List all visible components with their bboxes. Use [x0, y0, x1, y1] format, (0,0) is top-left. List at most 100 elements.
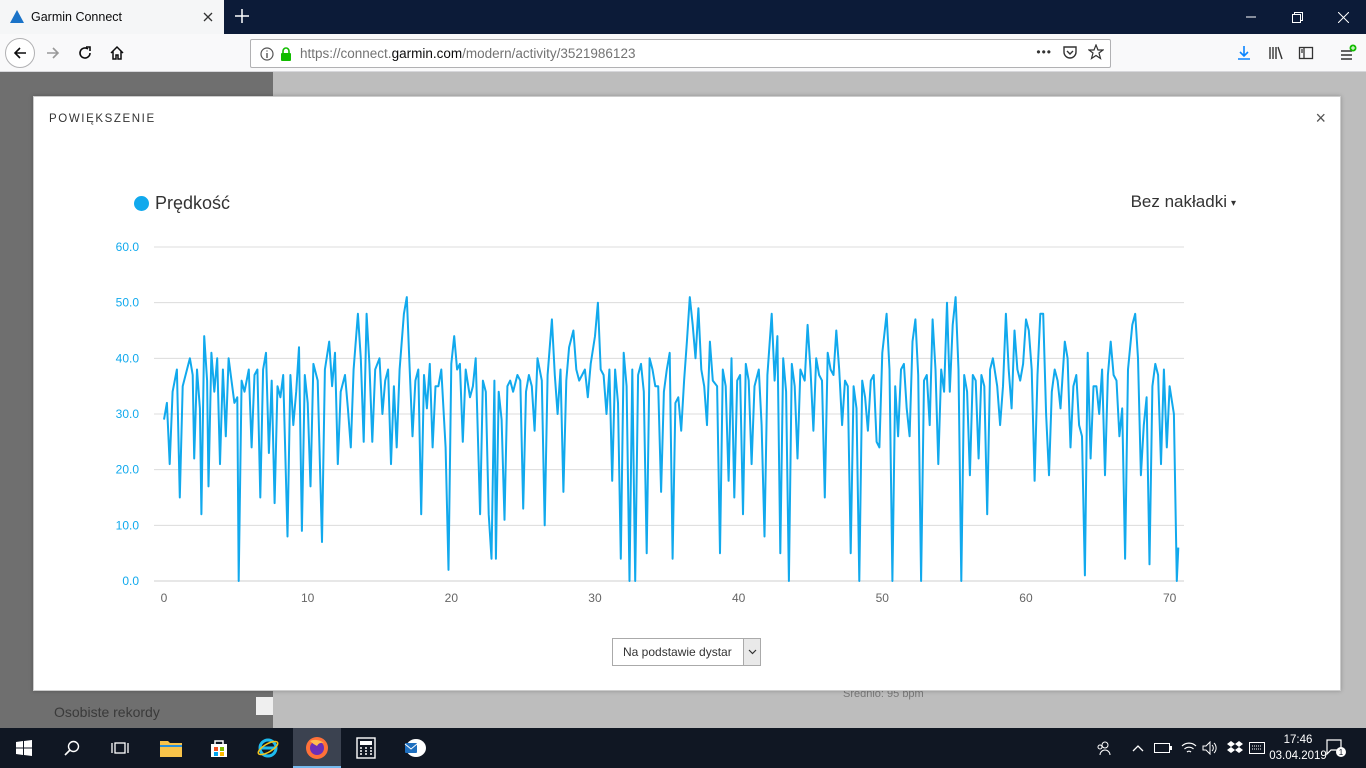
browser-navbar: https://connect.garmin.com/modern/activi…: [0, 34, 1366, 72]
notification-icon: 1: [1326, 739, 1346, 757]
x-tick-label: 40: [732, 591, 746, 605]
y-tick-label: 0.0: [122, 574, 139, 588]
clock-date: 03.04.2019: [1269, 750, 1327, 762]
keyboard-icon[interactable]: [1247, 728, 1267, 768]
x-tick-label: 50: [876, 591, 890, 605]
sidebar-toggle-button[interactable]: [1291, 38, 1321, 68]
sidebar-scroll-arrow[interactable]: [256, 697, 273, 715]
start-button[interactable]: [0, 728, 48, 768]
basis-select-label: Na podstawie dystar: [623, 645, 732, 659]
back-button[interactable]: [5, 38, 35, 68]
browser-titlebar: Garmin Connect: [0, 0, 1366, 34]
taskbar-firefox[interactable]: [293, 728, 341, 768]
reload-icon: [79, 46, 91, 59]
series-line-speed: [163, 296, 1180, 582]
x-tick-label: 0: [161, 591, 168, 605]
x-tick-label: 30: [588, 591, 602, 605]
new-tab-button[interactable]: [230, 5, 254, 29]
x-tick-label: 70: [1163, 591, 1177, 605]
show-hidden-icons-chevron-icon[interactable]: [1130, 728, 1146, 768]
notification-count: 1: [1339, 748, 1344, 757]
chart-legend[interactable]: Prędkość: [134, 193, 230, 214]
forward-button[interactable]: [38, 38, 68, 68]
url-text[interactable]: https://connect.garmin.com/modern/activi…: [300, 46, 636, 61]
ie-logo-icon: [257, 738, 279, 758]
sidebar-item-personal-records[interactable]: Osobiste rekordy: [54, 704, 160, 720]
legend-dot-speed: [134, 196, 149, 211]
system-clock[interactable]: 17:46 03.04.2019: [1268, 732, 1328, 764]
close-window-button[interactable]: [1320, 0, 1366, 34]
legend-label-speed: Prędkość: [155, 193, 231, 213]
x-axis-basis-select[interactable]: Na podstawie dystar: [612, 638, 761, 666]
minimize-icon: [1246, 16, 1256, 18]
search-button[interactable]: [48, 728, 96, 768]
windows-logo-icon: [16, 740, 32, 756]
taskbar-file-explorer[interactable]: [147, 728, 195, 768]
store-bag-icon: [211, 740, 227, 757]
mail-app-icon: [404, 739, 426, 757]
search-icon: [64, 740, 80, 756]
home-button[interactable]: [102, 38, 132, 68]
chevron-down-icon: [743, 639, 760, 665]
garmin-favicon-icon: [10, 10, 24, 23]
y-tick-label: 60.0: [116, 240, 140, 254]
taskbar-mail-app[interactable]: [391, 728, 439, 768]
dropbox-icon[interactable]: [1225, 728, 1245, 768]
action-center-button[interactable]: 1: [1320, 728, 1352, 768]
speed-chart: 0.0 10.0 20.0 30.0 40.0 50.0 60.0 0 10 20 30 40 50 60…: [116, 240, 1184, 605]
task-view-button[interactable]: [96, 728, 144, 768]
people-icon[interactable]: [1094, 728, 1114, 768]
x-tick-label: 60: [1019, 591, 1033, 605]
caret-down-icon: ▾: [1230, 198, 1236, 209]
tab-close-icon[interactable]: [201, 10, 215, 24]
wifi-icon[interactable]: [1179, 728, 1199, 768]
taskbar-store[interactable]: [195, 728, 243, 768]
library-button[interactable]: [1261, 38, 1291, 68]
y-tick-label: 10.0: [116, 518, 140, 532]
taskbar-internet-explorer[interactable]: [244, 728, 292, 768]
browser-tab[interactable]: Garmin Connect: [0, 0, 224, 34]
page-actions-menu-icon[interactable]: •••: [1036, 45, 1052, 59]
volume-icon[interactable]: [1200, 728, 1220, 768]
clock-time: 17:46: [1283, 734, 1313, 746]
downloads-button[interactable]: [1229, 38, 1259, 68]
close-icon: [1337, 11, 1349, 23]
x-tick-label: 10: [301, 591, 315, 605]
download-icon: [1238, 46, 1250, 60]
task-view-icon: [111, 742, 129, 754]
y-tick-label: 50.0: [116, 296, 140, 310]
x-tick-label: 20: [445, 591, 459, 605]
modal-title: POWIĘKSZENIE: [49, 113, 156, 125]
tab-title: Garmin Connect: [31, 10, 123, 24]
restore-button[interactable]: [1274, 0, 1320, 34]
overlay-dropdown-label: Bez nakładki: [1130, 192, 1227, 211]
minimize-button[interactable]: [1228, 0, 1274, 34]
calculator-icon: [356, 737, 376, 759]
pocket-icon[interactable]: [1062, 44, 1078, 60]
battery-icon[interactable]: [1153, 728, 1173, 768]
home-icon: [110, 45, 124, 60]
restore-icon: [1291, 11, 1303, 23]
forward-arrow-icon: [47, 47, 60, 59]
y-tick-label: 30.0: [116, 407, 140, 421]
zoom-chart-modal: POWIĘKSZENIE × 0.0 10.0 20.0 30.0 40.0 50.0 60…: [33, 96, 1341, 691]
folder-icon: [160, 741, 182, 757]
address-bar[interactable]: https://connect.garmin.com/modern/activi…: [250, 39, 1111, 68]
plus-icon: [235, 9, 249, 23]
y-tick-label: 20.0: [116, 463, 140, 477]
reload-button[interactable]: [70, 38, 100, 68]
info-icon[interactable]: [260, 46, 274, 61]
hamburger-menu-icon: [1341, 44, 1357, 60]
firefox-logo-icon: [306, 737, 328, 759]
y-tick-label: 40.0: [116, 351, 140, 365]
back-arrow-icon: [13, 47, 26, 59]
background-average-text: Średnio: 95 bpm: [843, 688, 924, 700]
modal-close-button[interactable]: ×: [1315, 108, 1326, 128]
app-menu-button[interactable]: [1333, 38, 1363, 68]
taskbar-calculator[interactable]: [342, 728, 390, 768]
bookmark-star-icon[interactable]: [1088, 44, 1104, 60]
overlay-dropdown[interactable]: Bez nakładki ▾: [1131, 192, 1236, 212]
library-icon: [1269, 46, 1283, 60]
sidebar-icon: [1298, 46, 1314, 60]
secure-lock-icon[interactable]: [280, 46, 292, 61]
